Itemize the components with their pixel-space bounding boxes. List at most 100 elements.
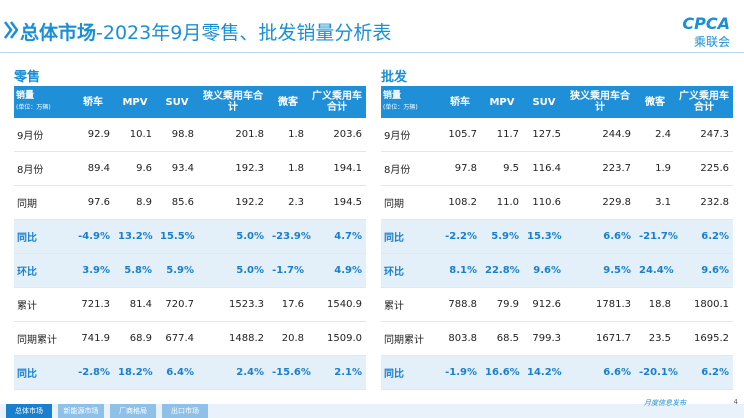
cell: 79.9 (481, 287, 523, 322)
cell: 97.6 (72, 185, 114, 220)
cell: 225.6 (675, 151, 733, 186)
row-label: 同期 (381, 185, 439, 220)
cell: 17.6 (268, 287, 308, 322)
column-header: SUV (523, 86, 565, 118)
row-label: 同期累计 (381, 321, 439, 356)
cell: 10.1 (114, 118, 156, 152)
footer-tab: 出口市场 (162, 404, 208, 418)
cell: 11.7 (481, 118, 523, 152)
column-header: SUV (156, 86, 198, 118)
cell: 6.6% (565, 355, 635, 390)
data-row: 同比 -2.2% 5.9% 15.3% 6.6% -21.7% 6.2% (381, 219, 733, 254)
cell: 2.4 (635, 118, 675, 152)
cell: 203.6 (308, 118, 366, 152)
cell: 1781.3 (565, 287, 635, 322)
logo: CPCA 乘联会 (682, 14, 730, 50)
column-header: 狭义乘用车合计 (565, 86, 635, 118)
cell: 16.6% (481, 355, 523, 390)
cell: 720.7 (156, 287, 198, 322)
data-row: 同期累计 741.9 68.9 677.4 1488.2 20.8 1509.0 (14, 321, 366, 356)
cell: 24.4% (635, 253, 675, 288)
cell: 5.8% (114, 253, 156, 288)
data-table: 销量 (单位：万辆) 轿车 MPV SUV 狭义乘用车合计 微客 广义乘用车合计 9月份 105.… (381, 86, 733, 390)
data-row: 同比 -4.9% 13.2% 15.5% 5.0% -23.9% 4.7% (14, 219, 366, 254)
row-label: 9月份 (381, 118, 439, 152)
cell: 9.5% (565, 253, 635, 288)
data-table: 销量 (单位：万辆) 轿车 MPV SUV 狭义乘用车合计 微客 广义乘用车合计 9月份 92.9… (14, 86, 366, 390)
cell: 721.3 (72, 287, 114, 322)
cell: 13.2% (114, 219, 156, 254)
cell: 116.4 (523, 151, 565, 186)
cell: -1.9% (439, 355, 481, 390)
column-header: 微客 (635, 86, 675, 118)
cell: 8.1% (439, 253, 481, 288)
footer-tab: 厂商格局 (110, 404, 156, 418)
cell: 9.6% (523, 253, 565, 288)
cell: 192.3 (198, 151, 268, 186)
data-row: 同比 -2.8% 18.2% 6.4% 2.4% -15.6% 2.1% (14, 355, 366, 390)
cell: 93.4 (156, 151, 198, 186)
cell: 229.8 (565, 185, 635, 220)
data-row: 同期 108.2 11.0 110.6 229.8 3.1 232.8 (381, 185, 733, 220)
cell: 110.6 (523, 185, 565, 220)
data-row: 同期 97.6 8.9 85.6 192.2 2.3 194.5 (14, 185, 366, 220)
cell: 192.2 (198, 185, 268, 220)
row-label: 累计 (381, 287, 439, 322)
cell: 5.9% (481, 219, 523, 254)
cell: 677.4 (156, 321, 198, 356)
data-row: 9月份 92.9 10.1 98.8 201.8 1.8 203.6 (14, 118, 366, 152)
cell: 1.8 (268, 118, 308, 152)
cell: -2.2% (439, 219, 481, 254)
cell: 194.1 (308, 151, 366, 186)
cell: 5.0% (198, 253, 268, 288)
cell: 2.1% (308, 355, 366, 390)
header-row: 销量 (单位：万辆) 轿车 MPV SUV 狭义乘用车合计 微客 广义乘用车合计 (14, 86, 366, 118)
cell: 6.6% (565, 219, 635, 254)
cell: -21.7% (635, 219, 678, 254)
row-label: 同比 (14, 355, 72, 390)
cell: 4.9% (308, 253, 366, 288)
cell: 788.8 (439, 287, 481, 322)
cell: 803.8 (439, 321, 481, 356)
corner-label: 销量 (383, 91, 402, 101)
row-label: 9月份 (14, 118, 72, 152)
data-row: 8月份 89.4 9.6 93.4 192.3 1.8 194.1 (14, 151, 366, 186)
cell: 5.9% (156, 253, 198, 288)
column-header: 轿车 (72, 86, 114, 118)
cell: -23.9% (268, 219, 311, 254)
cell: 15.3% (523, 219, 565, 254)
row-label: 8月份 (381, 151, 439, 186)
cell: 105.7 (439, 118, 481, 152)
cell: 92.9 (72, 118, 114, 152)
cell: 9.5 (481, 151, 523, 186)
header-row: 销量 (单位：万辆) 轿车 MPV SUV 狭义乘用车合计 微客 广义乘用车合计 (381, 86, 733, 118)
data-row: 同期累计 803.8 68.5 799.3 1671.7 23.5 1695.2 (381, 321, 733, 356)
unit-label: (单位：万辆) (383, 104, 418, 111)
cell: 11.0 (481, 185, 523, 220)
cell: 22.8% (481, 253, 523, 288)
cell: 14.2% (523, 355, 565, 390)
cell: 1800.1 (675, 287, 733, 322)
cell: 912.6 (523, 287, 565, 322)
cell: 89.4 (72, 151, 114, 186)
row-label: 8月份 (14, 151, 72, 186)
cell: 108.2 (439, 185, 481, 220)
cell: 15.5% (156, 219, 198, 254)
cell: 20.8 (268, 321, 308, 356)
corner-cell: 销量 (单位：万辆) (381, 86, 439, 118)
column-header: MPV (481, 86, 523, 118)
row-label: 环比 (14, 253, 72, 288)
cell: 1488.2 (198, 321, 268, 356)
cell: 68.9 (114, 321, 156, 356)
cell: 5.0% (198, 219, 268, 254)
row-label: 同比 (381, 355, 439, 390)
cell: 6.4% (156, 355, 198, 390)
cell: 98.8 (156, 118, 198, 152)
section-label: 批发 (381, 70, 408, 85)
data-row: 9月份 105.7 11.7 127.5 244.9 2.4 247.3 (381, 118, 733, 152)
data-row: 累计 788.8 79.9 912.6 1781.3 18.8 1800.1 (381, 287, 733, 322)
column-header: 轿车 (439, 86, 481, 118)
row-label: 同期累计 (14, 321, 72, 356)
section-label: 零售 (14, 70, 41, 85)
cell: 8.9 (114, 185, 156, 220)
